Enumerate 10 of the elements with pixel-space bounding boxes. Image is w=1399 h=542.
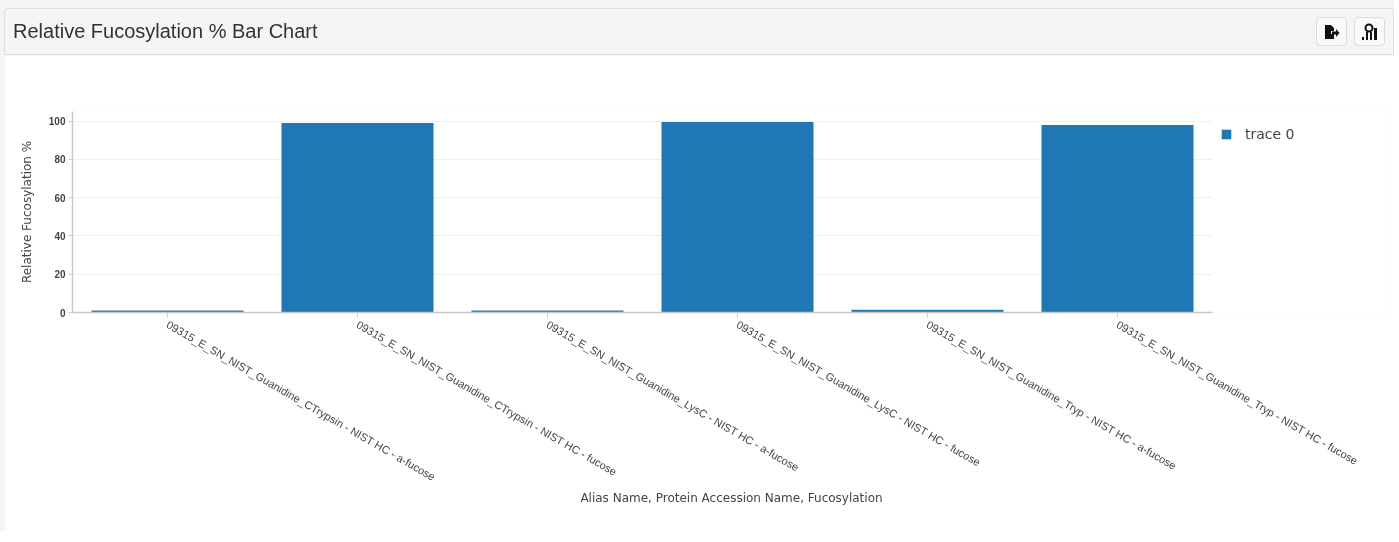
y-tick-label: 20 — [54, 269, 66, 281]
y-tick-label: 40 — [54, 230, 66, 242]
legend-label: trace 0 — [1245, 126, 1295, 142]
y-tick-label: 60 — [54, 192, 66, 204]
y-axis-title: Relative Fucosylation % — [19, 140, 34, 284]
y-tick-label: 100 — [48, 116, 66, 128]
chart-title: Relative Fucosylation % Bar Chart — [13, 19, 318, 45]
y-tick-label: 0 — [59, 307, 66, 319]
x-axis-title: Alias Name, Protein Accession Name, Fucosylation — [580, 491, 883, 506]
y-tick-label: 80 — [54, 154, 66, 166]
